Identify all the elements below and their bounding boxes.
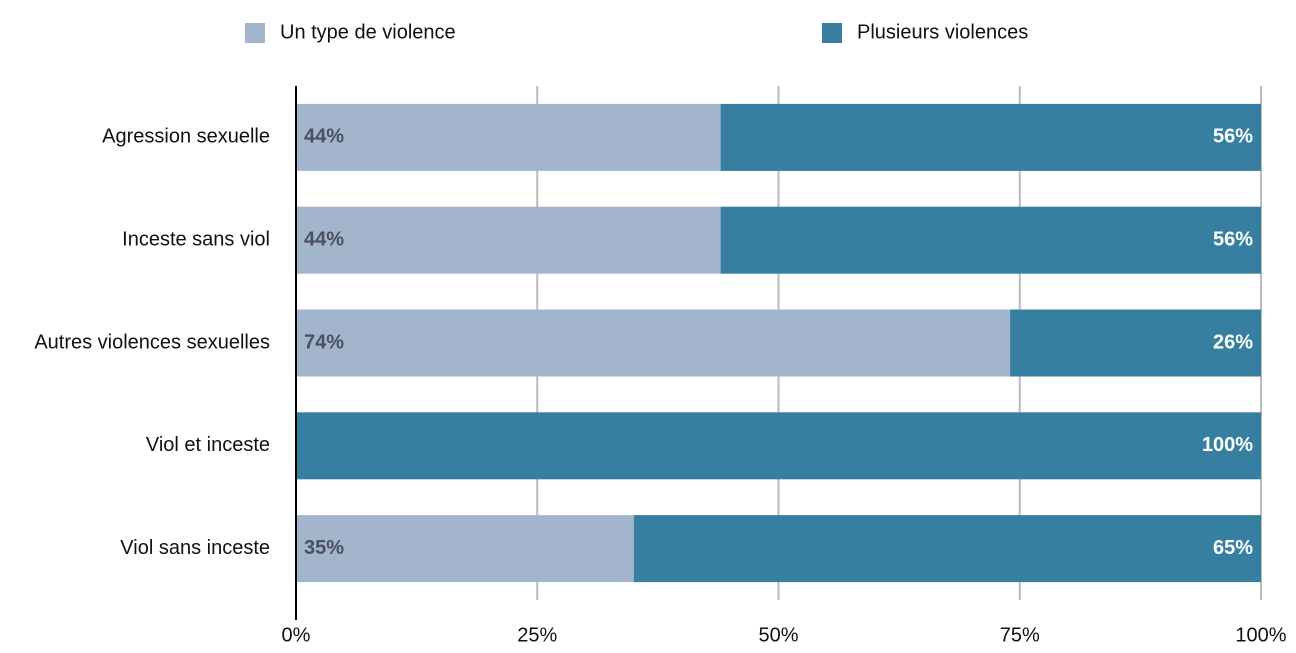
value-label: 44%	[304, 228, 344, 250]
x-tick-label: 25%	[517, 624, 557, 646]
value-label: 26%	[1213, 331, 1253, 353]
legend-swatch	[245, 23, 265, 43]
legend-label: Un type de violence	[280, 21, 456, 43]
value-label: 56%	[1213, 228, 1253, 250]
bar-segment	[296, 206, 721, 274]
y-tick-label: Viol sans inceste	[120, 537, 270, 559]
legend-label: Plusieurs violences	[857, 21, 1028, 43]
bar-segment	[296, 412, 1261, 480]
x-tick-label: 75%	[1000, 624, 1040, 646]
y-tick-label: Inceste sans viol	[122, 228, 270, 250]
bar-segment	[633, 515, 1261, 583]
y-tick-label: Agression sexuelle	[102, 126, 270, 148]
x-tick-label: 50%	[758, 624, 798, 646]
value-label: 100%	[1202, 434, 1253, 456]
bar-segment	[296, 515, 634, 583]
bar-segment	[720, 103, 1261, 171]
value-label: 65%	[1213, 537, 1253, 559]
bar-segment	[1010, 309, 1261, 377]
y-tick-label: Viol et inceste	[146, 434, 270, 456]
bar-segment	[720, 206, 1261, 274]
legend-swatch	[822, 23, 842, 43]
y-tick-label: Autres violences sexuelles	[34, 331, 270, 353]
bar-segment	[296, 103, 721, 171]
value-label: 44%	[304, 126, 344, 148]
value-label: 35%	[304, 537, 344, 559]
x-tick-label: 100%	[1235, 624, 1286, 646]
x-tick-label: 0%	[282, 624, 311, 646]
value-label: 56%	[1213, 126, 1253, 148]
value-label: 74%	[304, 331, 344, 353]
bar-segment	[296, 309, 1011, 377]
